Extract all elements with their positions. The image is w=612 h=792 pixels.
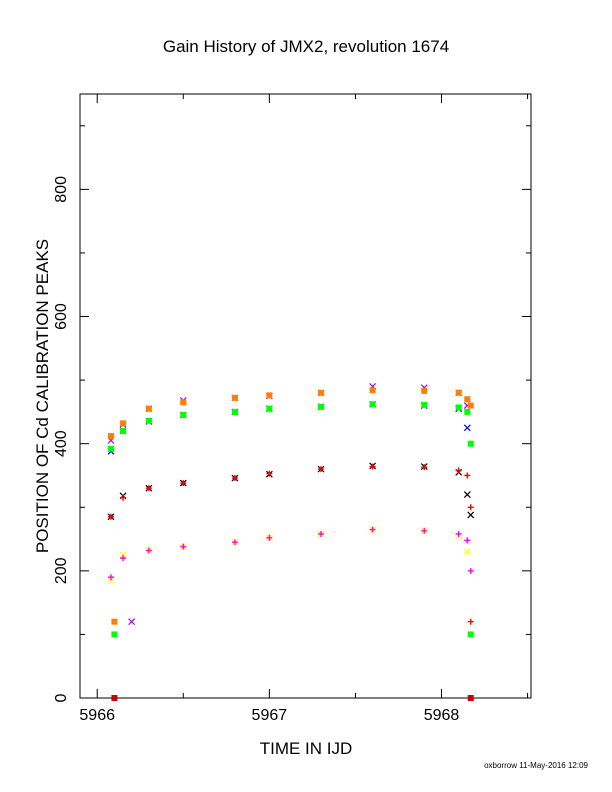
data-point [464,472,471,479]
data-point [145,485,152,492]
data-point [455,530,462,537]
data-point [180,399,187,406]
data-point [369,463,376,470]
series-3 [107,463,474,625]
data-point [107,576,115,584]
y-tick-label: 600 [53,303,70,330]
data-point [317,389,324,396]
data-point [467,511,475,519]
x-tick-label: 5968 [424,707,460,724]
data-point [111,618,118,625]
data-point [180,412,187,419]
data-point [120,420,127,427]
x-tick-label: 5967 [252,707,288,724]
data-point [107,513,114,520]
series-5 [107,401,474,638]
data-point [120,427,127,434]
y-axis-ticks: 0 200 400 600 800 [53,125,531,702]
data-point [145,417,152,424]
series-0 [107,526,471,584]
series-1 [107,526,474,581]
x-axis-label: TIME IN IJD [260,739,353,758]
data-point [464,408,471,415]
y-tick-label: 0 [53,693,70,702]
data-point [317,530,324,537]
data-point [369,387,376,394]
data-point [467,618,474,625]
data-point [111,631,118,638]
data-point [455,404,462,411]
data-point [266,405,273,412]
data-point [120,494,127,501]
x-tick-label: 5966 [79,707,115,724]
data-point [463,491,471,498]
data-point [369,526,376,533]
data-point [231,475,238,482]
data-point [421,464,428,471]
data-point [180,543,187,550]
series-7 [107,387,474,625]
data-point [467,631,474,638]
data-point [421,401,428,408]
data-point [231,408,238,415]
data-point [120,555,127,562]
data-point [317,466,324,473]
data-point [455,467,462,474]
data-point [464,537,471,544]
data-point [467,567,474,574]
data-point [231,394,238,401]
data-point [467,440,474,447]
data-point [145,547,152,554]
data-point [266,534,273,541]
series-2 [107,462,475,521]
credit-text: oxborrow 11-May-2016 12:09 [484,761,588,770]
x-axis-ticks: 5966 5967 5968 [79,94,529,724]
data-point [421,527,428,534]
data-point [421,387,428,394]
data-point [317,403,324,410]
plot-frame [79,93,532,699]
data-point [463,424,471,432]
data-point [231,539,238,546]
data-point [463,548,471,556]
data-point [119,551,127,559]
data-point [467,504,474,511]
data-point [464,396,471,403]
y-tick-label: 400 [53,430,70,457]
data-point [180,480,187,487]
series-8 [111,695,474,701]
data-point [107,433,114,440]
data-point [455,389,462,396]
y-tick-label: 800 [53,176,70,203]
data-point [266,392,273,399]
data-point [145,405,152,412]
data-point [107,445,114,452]
data-point [107,574,114,581]
data-point [467,695,474,701]
data-point [111,695,118,701]
data-point [369,401,376,408]
series-6 [107,383,471,626]
y-axis-label: POSITION OF Cd CALIBRATION PEAKS [33,239,52,553]
data-point [467,402,474,409]
data-points [107,383,475,701]
data-point [128,618,136,626]
y-tick-label: 200 [53,557,70,584]
chart-title: Gain History of JMX2, revolution 1674 [163,37,449,56]
data-point [266,470,273,477]
series-4 [107,400,471,455]
